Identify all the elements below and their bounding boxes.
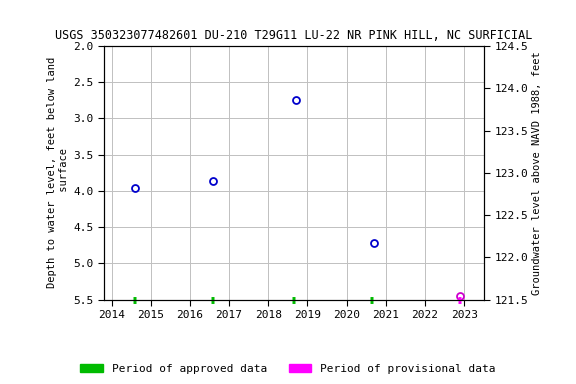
Y-axis label: Groundwater level above NAVD 1988, feet: Groundwater level above NAVD 1988, feet [532, 51, 542, 295]
Title: USGS 350323077482601 DU-210 T29G11 LU-22 NR PINK HILL, NC SURFICIAL: USGS 350323077482601 DU-210 T29G11 LU-22… [55, 29, 532, 42]
Y-axis label: Depth to water level, feet below land
 surface: Depth to water level, feet below land su… [47, 57, 69, 288]
Legend: Period of approved data, Period of provisional data: Period of approved data, Period of provi… [76, 359, 500, 379]
